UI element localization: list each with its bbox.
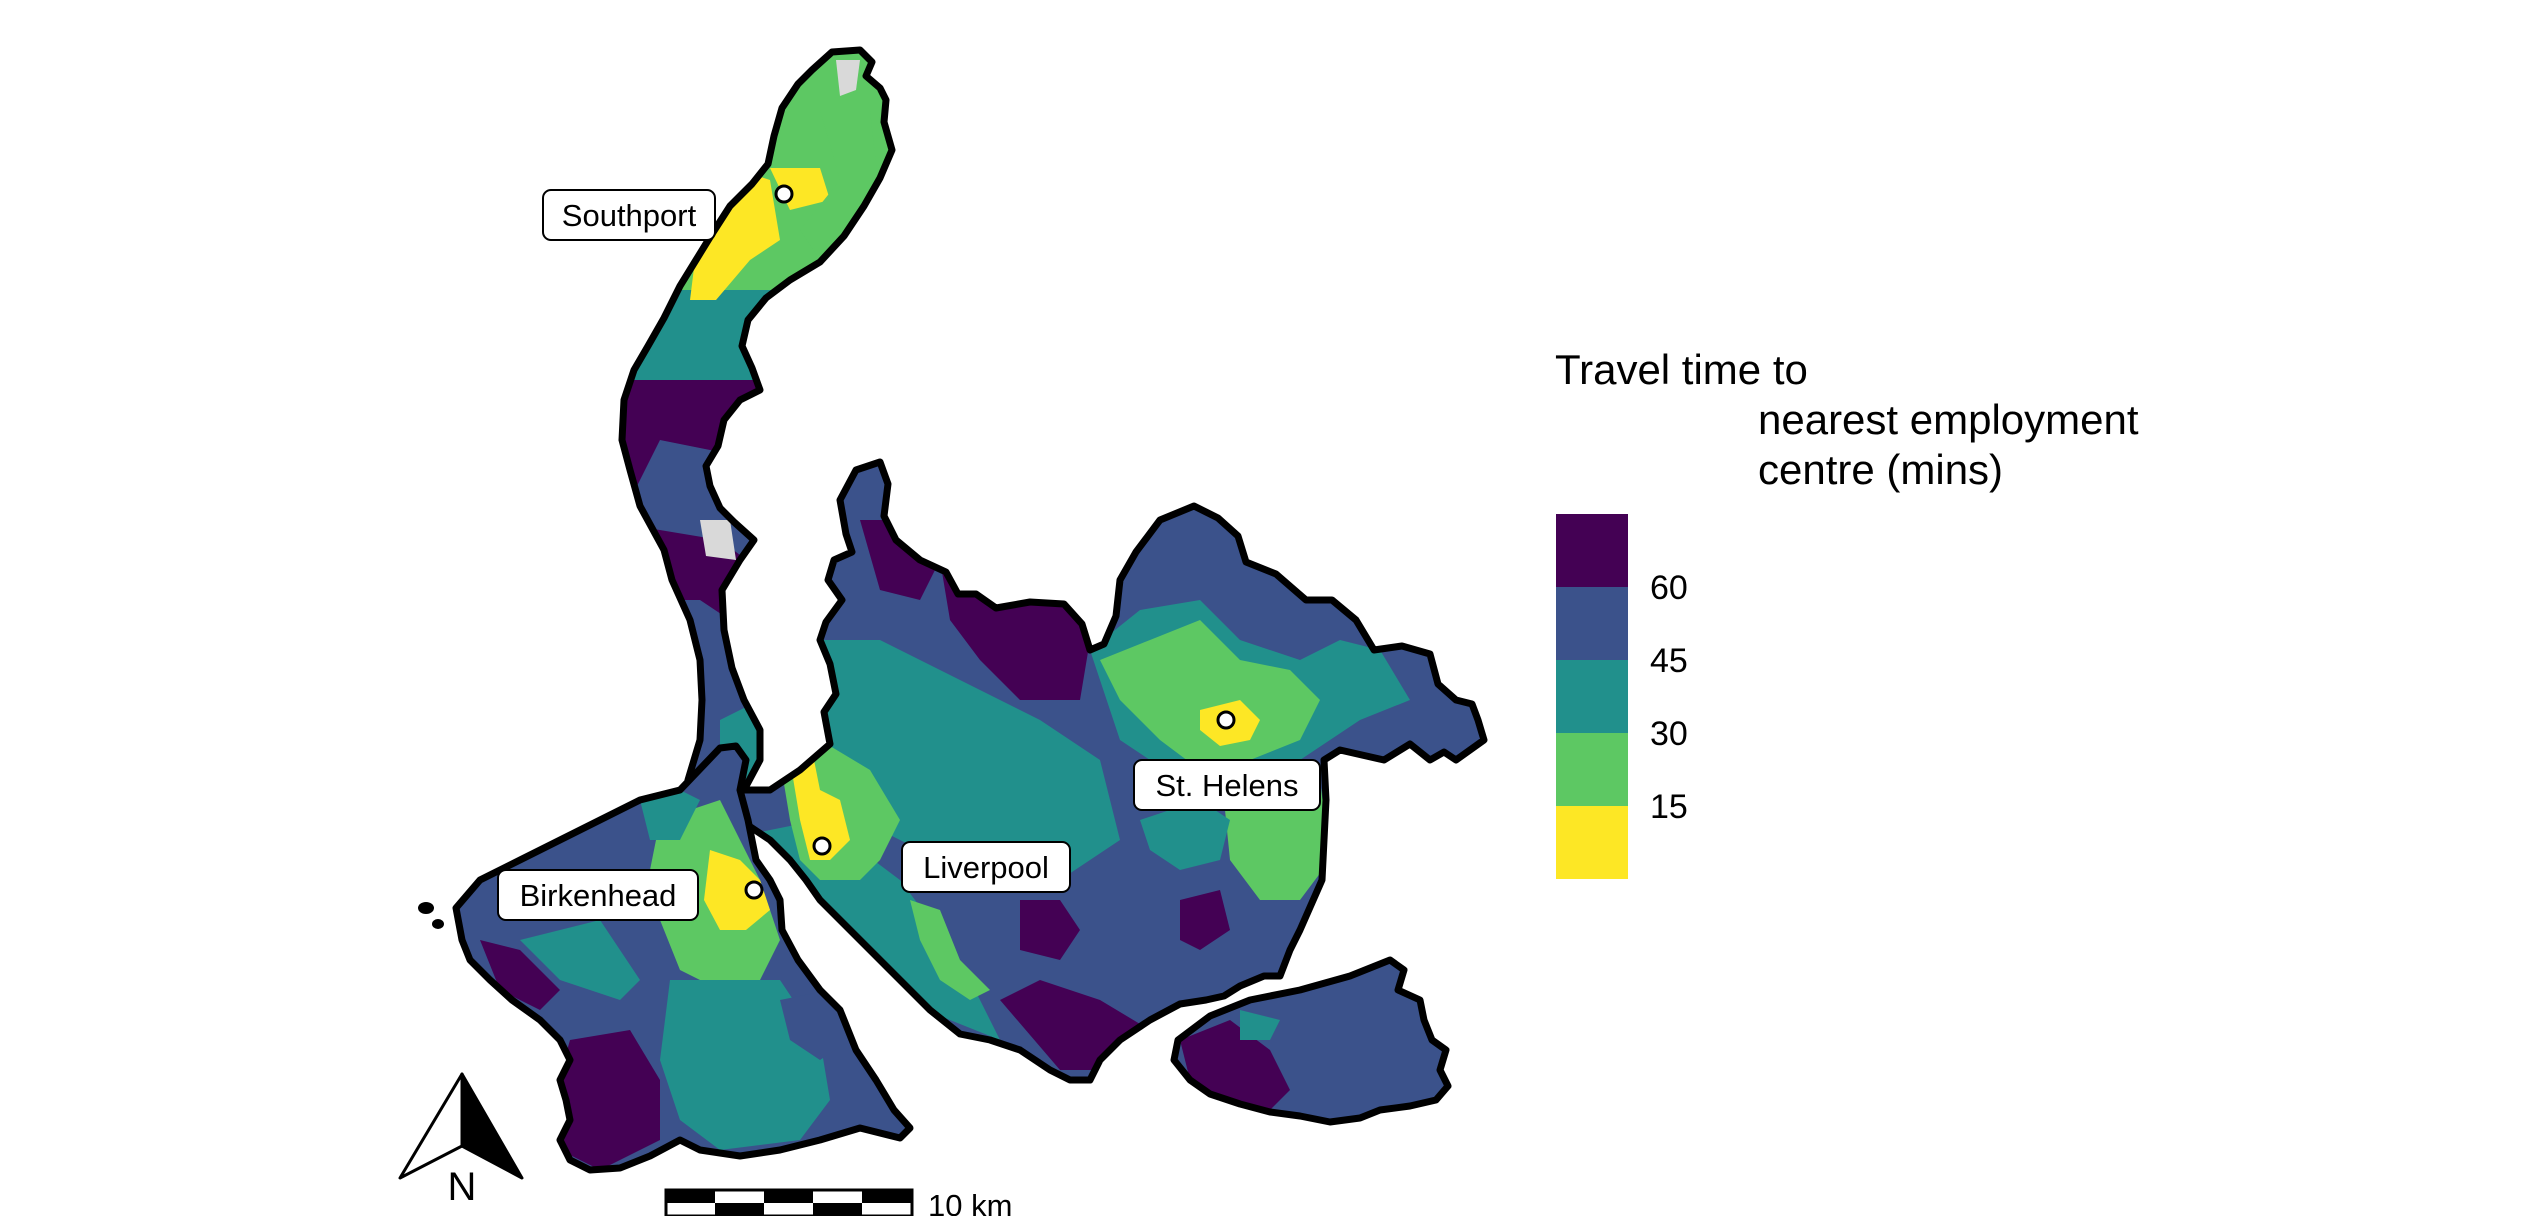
legend-break-30: 30: [1650, 715, 1688, 753]
town-marker-sthelens: [1216, 710, 1236, 730]
place-label-sthelens: St. Helens: [1133, 759, 1321, 811]
legend-title-line-1: Travel time to: [1555, 346, 1808, 393]
place-label-liverpool: Liverpool: [901, 841, 1071, 893]
legend: Travel time to nearest employment centre…: [1555, 346, 2139, 879]
legend-break-45: 45: [1650, 642, 1688, 680]
svg-text:St. Helens: St. Helens: [1155, 768, 1298, 803]
town-marker-southport: [774, 184, 794, 204]
legend-title-line-2: nearest employment: [1758, 396, 2139, 443]
town-marker-birkenhead: [744, 880, 764, 900]
svg-text:Birkenhead: Birkenhead: [520, 878, 677, 913]
legend-swatch-1: [1556, 514, 1628, 587]
svg-text:10 km: 10 km: [928, 1188, 1012, 1216]
place-label-southport: Southport: [542, 189, 716, 241]
north-arrow: N: [398, 1072, 524, 1209]
legend-break-15: 15: [1650, 788, 1688, 826]
scale-bar: 10 km: [664, 1188, 1012, 1216]
town-marker-liverpool: [812, 836, 832, 856]
legend-swatch-4: [1556, 733, 1628, 806]
legend-break-60: 60: [1650, 569, 1688, 607]
legend-title-line-3: centre (mins): [1758, 446, 2003, 493]
svg-text:Southport: Southport: [562, 198, 697, 233]
place-label-birkenhead: Birkenhead: [497, 869, 699, 921]
svg-text:Liverpool: Liverpool: [923, 850, 1049, 885]
svg-text:N: N: [448, 1165, 477, 1209]
legend-swatch-3: [1556, 660, 1628, 733]
legend-swatch-5: [1556, 806, 1628, 879]
legend-swatch-2: [1556, 587, 1628, 660]
